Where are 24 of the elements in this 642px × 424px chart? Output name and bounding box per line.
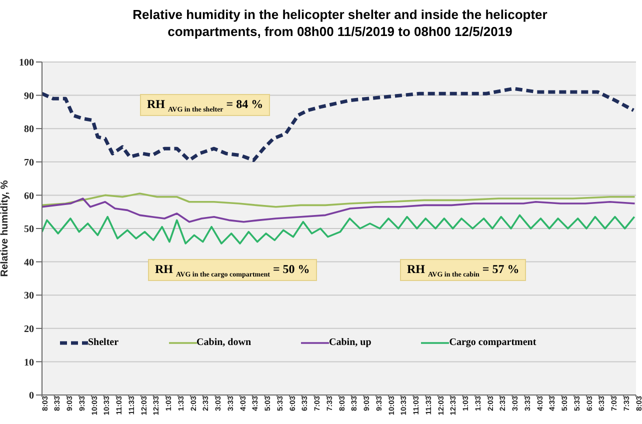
legend-label: Cabin, down	[196, 337, 252, 348]
annotation: RH $_{AVG in the cargo compartment}$ = 50 %	[148, 259, 317, 282]
y-tick-label: 20	[24, 324, 34, 335]
line-series	[42, 198, 636, 223]
y-tick-label: 80	[24, 124, 34, 136]
y-tick-label: 60	[24, 190, 34, 202]
annotation: RH $_{AVG in the cabin}$ = 57 %	[400, 259, 526, 282]
y-tick-label: 50	[24, 224, 34, 236]
y-tick-label: 0	[29, 390, 34, 402]
line-series	[42, 86, 636, 162]
y-tick-label: 10	[24, 357, 34, 368]
chart-title: Relative humidity in the helicopter shelter and inside the helicopter compartments, from 08h00 11/5/2019 to 08h00 12/5/2019	[132, 6, 548, 40]
legend-label: Cargo compartment	[449, 337, 536, 348]
y-axis-title: Relative humidity, %	[0, 180, 11, 277]
legend-label: Shelter	[88, 337, 119, 348]
line-series	[42, 192, 636, 208]
legend-label: Cabin, up	[329, 337, 372, 348]
y-tick-label: 100	[19, 58, 34, 69]
y-tick-label: 70	[24, 157, 34, 168]
y-tick-label: 90	[24, 90, 34, 102]
line-series	[42, 214, 636, 244]
y-tick-label: 40	[24, 257, 34, 268]
annotation: RH $_{AVG in the shelter}$ = 84 %	[140, 94, 270, 116]
y-tick-label: 30	[24, 290, 34, 302]
